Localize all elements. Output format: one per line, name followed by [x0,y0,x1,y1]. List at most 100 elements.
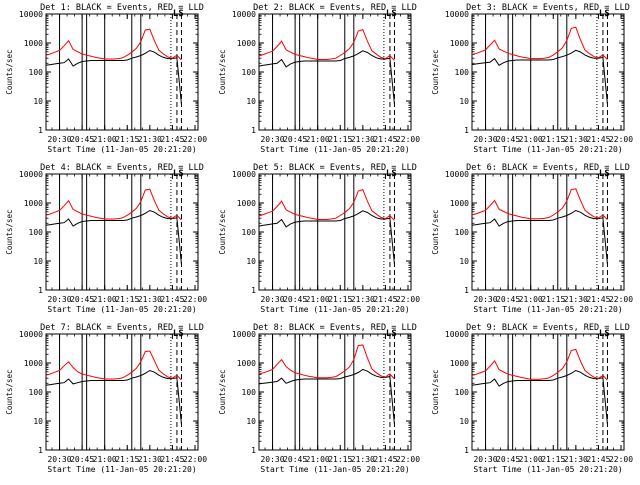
events-series-line [45,49,182,104]
y-tick-label: 10000 [232,10,256,19]
x-tick-label: 20:30 [473,295,497,304]
detector-chart-svg: Det 3: BLACK = Events, RED = LLD 1 10 100 10… [431,3,633,154]
y-axis-label: Counts/sec [5,49,14,94]
x-tick-label: 20:30 [473,135,497,144]
x-tick-label: 21:45 [160,135,184,144]
lld-series-line [45,188,182,221]
plot-frame [45,173,199,291]
ls-marker-label: LS [386,329,397,339]
events-series-line [45,369,182,424]
detector-chart-svg: Det 8: BLACK = Events, RED = LLD 1 10 100 10… [218,323,420,474]
x-axis-caption: Start Time (11-Jan-05 20:21:20) [473,145,622,154]
x-tick-label: 21:15 [328,455,352,464]
chart-title: Det 7: BLACK = Events, RED = LLD [40,323,204,333]
x-tick-label: 21:45 [586,295,610,304]
y-tick-label: 10 [459,417,469,426]
x-tick-label: 21:15 [115,295,139,304]
detector-panel-1: Det 1: BLACK = Events, RED = LLD 1 10 100 10… [0,0,213,160]
x-tick-label: 21:30 [564,295,588,304]
chart-title: Det 9: BLACK = Events, RED = LLD [466,323,630,333]
y-axis-label: Counts/sec [5,209,14,254]
y-tick-label: 1000 [237,199,256,208]
x-tick-label: 21:00 [306,295,330,304]
x-tick-label: 21:45 [373,295,397,304]
events-series-line [45,209,182,264]
y-tick-label: 10 [246,257,256,266]
x-tick-label: 20:45 [496,135,520,144]
x-tick-label: 20:45 [70,295,94,304]
y-tick-label: 100 [242,68,257,77]
y-tick-label: 10000 [232,330,256,339]
x-tick-label: 21:30 [138,135,162,144]
chart-title: Det 6: BLACK = Events, RED = LLD [466,163,630,173]
y-tick-label: 1 [464,446,469,455]
x-axis-caption: Start Time (11-Jan-05 20:21:20) [473,305,622,314]
x-axis-caption: Start Time (11-Jan-05 20:21:20) [260,145,409,154]
y-axis-label: Counts/sec [5,369,14,414]
detector-chart-svg: Det 7: BLACK = Events, RED = LLD 1 10 100 10… [5,323,207,474]
x-tick-label: 20:45 [496,455,520,464]
y-tick-label: 10000 [19,10,43,19]
lld-series-line [258,188,395,221]
y-tick-label: 1000 [24,359,43,368]
y-tick-label: 1 [251,446,256,455]
y-tick-label: 1 [38,446,43,455]
events-series-line [258,368,395,424]
detector-chart-svg: Det 6: BLACK = Events, RED = LLD 1 10 100 10… [431,163,633,314]
chart-title: Det 5: BLACK = Events, RED = LLD [253,163,417,173]
y-tick-label: 10000 [445,10,469,19]
plot-frame [258,13,412,131]
x-tick-label: 21:15 [115,455,139,464]
detector-panel-4: Det 4: BLACK = Events, RED = LLD 1 10 100 10… [0,160,213,320]
y-tick-label: 1 [251,126,256,135]
y-tick-label: 1000 [237,359,256,368]
events-series-line [471,209,608,264]
x-tick-label: 22:00 [609,295,633,304]
chart-title: Det 4: BLACK = Events, RED = LLD [40,163,204,173]
ls-marker-label: LS [173,329,184,339]
x-tick-label: 22:00 [609,135,633,144]
x-tick-label: 20:30 [47,295,71,304]
detector-panel-9: Det 9: BLACK = Events, RED = LLD 1 10 100 10… [426,320,639,480]
x-tick-label: 21:00 [93,455,117,464]
y-tick-label: 10 [33,97,43,106]
events-series-line [258,210,395,264]
y-tick-label: 1000 [450,39,469,48]
y-tick-label: 10000 [19,170,43,179]
x-axis-caption: Start Time (11-Jan-05 20:21:20) [47,465,196,474]
x-tick-label: 20:30 [473,455,497,464]
x-tick-label: 21:15 [541,455,565,464]
y-tick-label: 1000 [450,359,469,368]
plot-frame [258,333,412,451]
y-tick-label: 10000 [19,330,43,339]
y-tick-label: 100 [455,68,470,77]
x-tick-label: 20:45 [70,455,94,464]
x-tick-label: 21:15 [328,135,352,144]
detector-panel-6: Det 6: BLACK = Events, RED = LLD 1 10 100 10… [426,160,639,320]
y-tick-label: 100 [455,228,470,237]
y-tick-label: 10000 [445,330,469,339]
x-tick-label: 20:45 [496,295,520,304]
detector-panel-8: Det 8: BLACK = Events, RED = LLD 1 10 100 10… [213,320,426,480]
detector-panel-3: Det 3: BLACK = Events, RED = LLD 1 10 100 10… [426,0,639,160]
y-tick-label: 1 [251,286,256,295]
lld-series-line [45,350,182,381]
y-tick-label: 10 [246,97,256,106]
lld-series-line [258,28,395,61]
y-tick-label: 1 [464,286,469,295]
x-axis-caption: Start Time (11-Jan-05 20:21:20) [260,465,409,474]
detector-panel-5: Det 5: BLACK = Events, RED = LLD 1 10 100 10… [213,160,426,320]
x-tick-label: 20:30 [260,295,284,304]
x-tick-label: 21:30 [351,455,375,464]
lld-series-line [258,344,395,380]
plot-frame [471,13,625,131]
events-series-line [258,50,395,104]
y-tick-label: 100 [29,68,44,77]
x-tick-label: 22:00 [396,135,420,144]
y-axis-label: Counts/sec [431,369,440,414]
x-tick-label: 21:45 [160,455,184,464]
y-tick-label: 1 [38,126,43,135]
x-tick-label: 20:30 [47,455,71,464]
y-tick-label: 10000 [445,170,469,179]
